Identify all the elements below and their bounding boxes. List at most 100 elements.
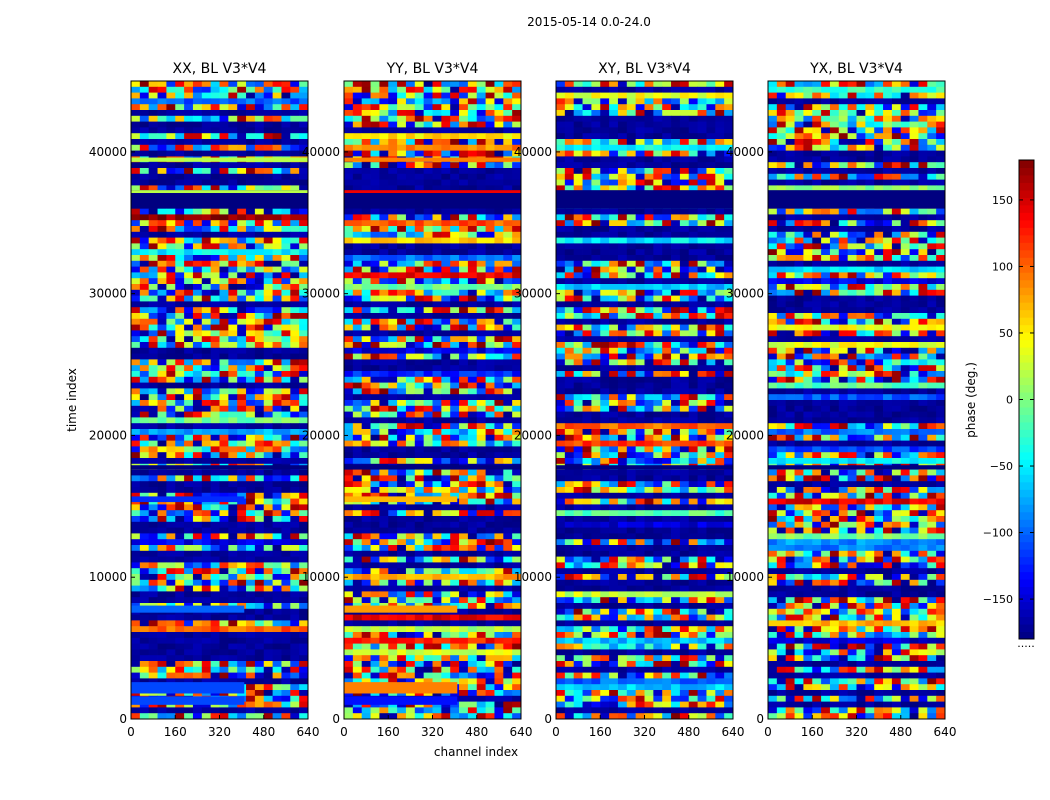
panel-1-band-5	[131, 682, 245, 694]
colorbar-segment	[1019, 167, 1034, 176]
panel-4-ytick-label: 0	[756, 712, 764, 726]
panel-3-ytick-label: 10000	[514, 570, 552, 584]
colorbar-segment	[1019, 227, 1034, 236]
colorbar-segment	[1019, 556, 1034, 565]
panel-3-xtick-label: 160	[589, 725, 612, 739]
colorbar-segment	[1019, 197, 1034, 206]
panel-2-ytick-label: 0	[332, 712, 340, 726]
colorbar-tick-label: −100	[983, 527, 1013, 540]
panel-4-ytick-label: 30000	[726, 287, 764, 301]
panel-3-ytick-label: 0	[544, 712, 552, 726]
panel-1-xtick-label: 320	[208, 725, 231, 739]
colorbar-segment	[1019, 279, 1034, 288]
panel-2-xtick-label: 160	[377, 725, 400, 739]
panel-2-band-6	[344, 696, 458, 705]
colorbar-segment	[1019, 257, 1034, 266]
panel-3-band-1	[556, 190, 733, 209]
colorbar-label: phase (deg.)	[964, 362, 978, 438]
colorbar-segment	[1019, 459, 1034, 468]
panel-2-xtick-label: 480	[465, 725, 488, 739]
colorbar-segment	[1019, 347, 1034, 356]
panel-1-phase-image	[131, 81, 309, 720]
colorbar-segment	[1019, 204, 1034, 213]
colorbar-segment	[1019, 429, 1034, 438]
panel-4-band-1	[768, 190, 945, 209]
colorbar-segment	[1019, 234, 1034, 243]
colorbar-segment	[1019, 616, 1034, 625]
y-axis-title: time index	[65, 368, 79, 432]
colorbar-segment	[1019, 504, 1034, 513]
panel-2-xtick-label: 640	[510, 725, 533, 739]
panel-2-band-1	[344, 190, 521, 209]
colorbar-tick-label: 50	[999, 327, 1013, 340]
panel-2-band-2	[344, 465, 521, 470]
colorbar-tick-label: 150	[992, 194, 1013, 207]
panels: XX, BL V3*V4 0 160 320 480 640 0 10000 20000 3000…	[89, 61, 957, 739]
panel-4-xtick-label: 480	[889, 725, 912, 739]
panel-1-ytick-label: 10000	[89, 570, 127, 584]
colorbar-segment	[1019, 436, 1034, 445]
colorbar-segment	[1019, 406, 1034, 415]
panel-2-band-4	[344, 496, 458, 503]
figure-suptitle: 2015-05-14 0.0-24.0	[527, 15, 651, 29]
colorbar-segment	[1019, 272, 1034, 281]
colorbar-segment	[1019, 174, 1034, 183]
panel-2-xtick-label: 320	[421, 725, 444, 739]
panel-2-ytick-label: 40000	[302, 145, 340, 159]
panel-3-xtick-label: 480	[677, 725, 700, 739]
colorbar-segment	[1019, 392, 1034, 400]
colorbar-segment	[1019, 511, 1034, 520]
colorbar-segment	[1019, 519, 1034, 528]
colorbar-segment	[1019, 317, 1034, 326]
panel-1-ytick-label: 0	[119, 712, 127, 726]
colorbar-segment	[1019, 564, 1034, 573]
colorbar-segment	[1019, 534, 1034, 543]
colorbar-segment	[1019, 451, 1034, 460]
panel-3-phase-image	[556, 81, 734, 720]
colorbar-segment	[1019, 609, 1034, 618]
colorbar-segment	[1019, 384, 1034, 393]
panel-4-ytick-label: 40000	[726, 145, 764, 159]
panel-3-band-2	[556, 465, 733, 470]
colorbar-segment	[1019, 624, 1034, 633]
panel-4-title: YX, BL V3*V4	[809, 61, 903, 77]
panel-2-band-8	[344, 157, 521, 162]
colorbar-tick-label: −150	[983, 593, 1013, 606]
colorbar-segment	[1019, 212, 1034, 221]
panel-4-xtick-label: 640	[934, 725, 957, 739]
panel-1: XX, BL V3*V4 0 160 320 480 640 0 10000 20000 3000…	[89, 61, 320, 739]
colorbar-segment	[1019, 571, 1034, 580]
panel-1-ytick-label: 30000	[89, 287, 127, 301]
panel-1-title: XX, BL V3*V4	[173, 61, 267, 77]
panel-1-xtick-label: 0	[127, 725, 135, 739]
colorbar-segment	[1019, 579, 1034, 588]
colorbar-segment	[1019, 189, 1034, 198]
colorbar-tick-label: 0	[1006, 394, 1013, 407]
panel-4-xtick-label: 0	[764, 725, 772, 739]
colorbar-segment	[1019, 369, 1034, 378]
panel-1-ytick-label: 20000	[89, 428, 127, 442]
colorbar-segment	[1019, 309, 1034, 318]
panel-1-band-2	[131, 465, 308, 470]
panel-1-band-4	[131, 496, 245, 503]
panel-2-ytick-label: 10000	[302, 570, 340, 584]
panel-3-title: XY, BL V3*V4	[598, 61, 691, 77]
panel-2: YY, BL V3*V4 0 160 320 480 640 0 10000 20000 3000…	[302, 61, 533, 739]
panel-2-ytick-label: 30000	[302, 287, 340, 301]
colorbar-tick-label: −50	[990, 460, 1013, 473]
panel-3-ytick-label: 30000	[514, 287, 552, 301]
colorbar-segment	[1019, 160, 1034, 168]
panel-3-ytick-label: 20000	[514, 428, 552, 442]
panel-1-band-6	[131, 696, 245, 705]
colorbar-segment	[1019, 444, 1034, 453]
colorbar-segment	[1019, 586, 1034, 595]
colorbar-segment	[1019, 421, 1034, 430]
panel-4: YX, BL V3*V4 0 160 320 480 640 0 10000 20000 3000…	[726, 61, 957, 739]
colorbar-segment	[1019, 354, 1034, 363]
panel-3-xtick-label: 0	[552, 725, 560, 739]
x-axis-title: channel index	[434, 745, 518, 759]
panel-2-band-7	[344, 190, 521, 194]
panel-4-ytick-label: 10000	[726, 570, 764, 584]
colorbar-segment	[1019, 219, 1034, 228]
